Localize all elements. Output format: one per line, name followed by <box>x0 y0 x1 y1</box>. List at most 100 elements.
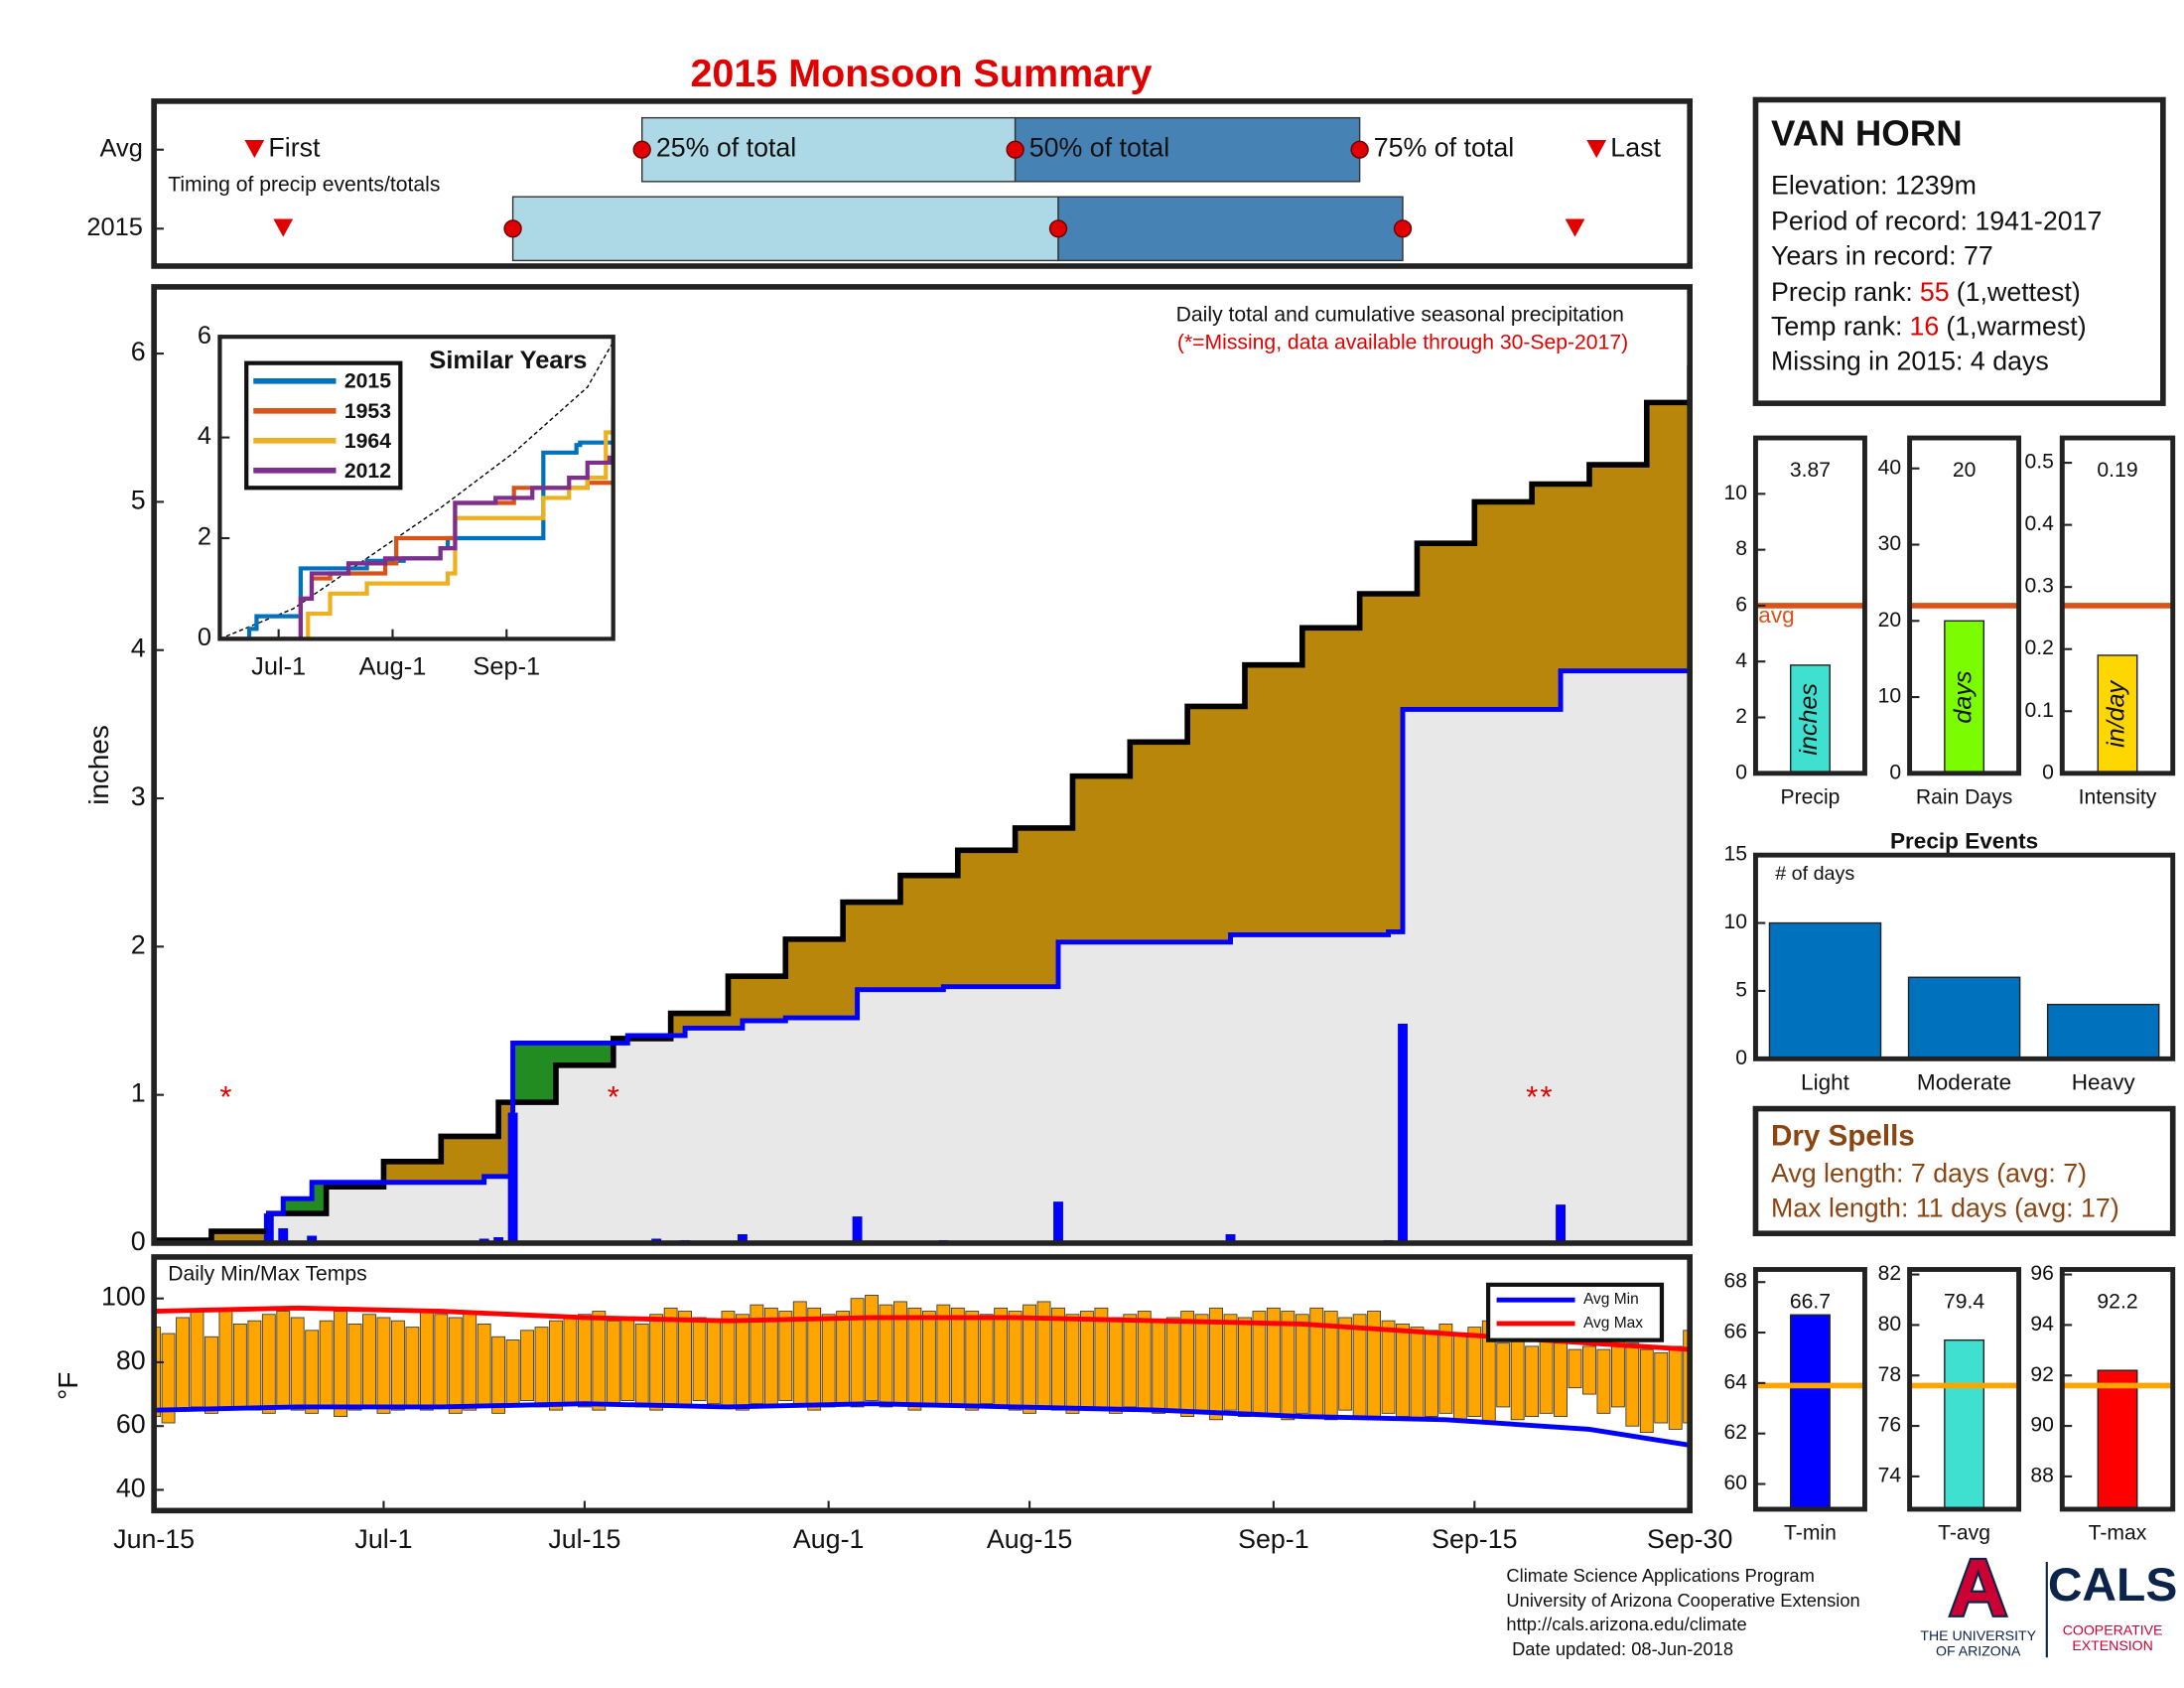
station-missing: Missing in 2015: 4 days <box>1771 347 2049 376</box>
temp-bar <box>505 1339 520 1405</box>
avg-label: avg <box>1758 603 1794 628</box>
dry-spells-line: Avg length: 7 days (avg: 7) <box>1771 1159 2087 1189</box>
temp-bar <box>247 1320 262 1411</box>
temp-bar <box>850 1298 865 1408</box>
timing-marker <box>273 218 294 237</box>
timing-marker <box>1586 139 1607 159</box>
value-label: 79.4 <box>1944 1291 1984 1314</box>
frame <box>1752 1267 1867 1512</box>
y-tick-label: 2 <box>198 523 211 551</box>
logo-unit: COOPERATIVE <box>2063 1622 2163 1638</box>
temp-bar <box>1338 1317 1353 1411</box>
temp-bar <box>319 1320 334 1408</box>
legend-label: 2015 <box>344 370 391 393</box>
timing-note: Timing of precip events/totals <box>168 174 440 197</box>
daily-bar <box>307 1235 318 1243</box>
temp-bar <box>1281 1311 1296 1421</box>
temp-bar <box>836 1311 851 1405</box>
y-tick-label: 10 <box>1723 482 1747 504</box>
temp-bar <box>1008 1311 1023 1411</box>
y-tick-label: 80 <box>116 1345 146 1375</box>
y-tick-label: 6 <box>198 322 211 350</box>
y-axis-label: °F <box>53 1372 83 1400</box>
temp-bar <box>1510 1336 1525 1421</box>
temp-bar <box>1452 1333 1467 1421</box>
bar <box>1790 1314 1831 1510</box>
y-tick-label: 2 <box>131 929 146 959</box>
bar <box>1768 921 1882 1060</box>
y-tick-label: 6 <box>1735 594 1747 617</box>
temp-bar <box>1051 1307 1065 1411</box>
temp-bar <box>1568 1348 1582 1389</box>
temp-bar <box>1381 1320 1396 1414</box>
missing-marker: * <box>219 1079 231 1114</box>
chart-title: Daily total and cumulative seasonal prec… <box>1176 304 1624 327</box>
logo-name: CALS <box>2048 1559 2177 1612</box>
temp-bar <box>491 1336 506 1414</box>
missing-marker: * <box>1541 1079 1553 1114</box>
temp-bar <box>1094 1307 1109 1411</box>
frame <box>151 1254 1693 1514</box>
temp-bar <box>232 1323 247 1408</box>
temp-bar <box>649 1314 664 1411</box>
legend-label: 1964 <box>344 430 391 453</box>
y-tick-label: 0 <box>131 1226 146 1256</box>
temp-bar <box>419 1311 434 1411</box>
y-tick-label: 90 <box>2030 1414 2054 1437</box>
bar <box>1790 664 1831 774</box>
temp-bar <box>1123 1314 1138 1408</box>
temp-bar <box>448 1317 463 1414</box>
logo-university: OF ARIZONA <box>1936 1642 2021 1658</box>
station-years: Years in record: 77 <box>1771 241 1993 271</box>
bar-label: inches <box>1795 683 1823 756</box>
temp-bar <box>1152 1320 1166 1414</box>
y-tick-label: 5 <box>1735 979 1747 1002</box>
timing-label: First <box>268 133 321 163</box>
average-line <box>154 365 1691 1243</box>
temp-bar <box>290 1317 305 1411</box>
precip-rank-value: 55 <box>1920 277 1950 307</box>
y-tick-label: 76 <box>1878 1414 1902 1437</box>
y-tick-label: 1 <box>131 1078 146 1108</box>
timing-marker <box>1565 218 1585 237</box>
frame <box>151 284 1693 1246</box>
x-axis-label: Precip <box>1780 786 1840 809</box>
series-line <box>219 407 614 639</box>
temp-bar <box>1496 1342 1511 1408</box>
average-line <box>219 341 614 639</box>
temp-bar <box>1108 1317 1123 1414</box>
temp-bar <box>190 1311 205 1408</box>
temp-bar <box>1137 1311 1152 1411</box>
temp-bar <box>606 1320 620 1405</box>
value-label: 92.2 <box>2097 1291 2137 1314</box>
temp-bar <box>1223 1314 1238 1411</box>
x-axis-label: Intensity <box>2079 786 2157 809</box>
y-tick-label: 0.3 <box>2024 575 2053 598</box>
y-tick-label: 60 <box>116 1409 146 1439</box>
temp-bar <box>1668 1345 1683 1430</box>
chart-title: Precip Events <box>1890 829 2038 854</box>
footer-line: http://cals.arizona.edu/climate <box>1506 1614 1746 1634</box>
temp-bar <box>778 1311 793 1401</box>
temp-bar <box>376 1317 391 1414</box>
temp-bar <box>1654 1351 1669 1424</box>
temp-bar <box>721 1311 736 1408</box>
y-tick-label: 78 <box>1878 1363 1902 1386</box>
temp-bar <box>1194 1314 1209 1414</box>
temp-bar <box>763 1307 778 1408</box>
temp-bar <box>477 1323 491 1408</box>
daily-bar <box>1053 1201 1063 1243</box>
temp-bar <box>520 1330 534 1401</box>
daily-bar <box>493 1236 504 1243</box>
y-tick-label: 8 <box>1735 537 1747 560</box>
y-tick-label: 6 <box>131 337 146 366</box>
temp-bar <box>921 1311 936 1408</box>
x-tick-label: Jul-1 <box>354 1524 412 1554</box>
temp-bar <box>663 1307 678 1405</box>
temp-bar <box>1525 1345 1540 1417</box>
chart-title: Daily Min/Max Temps <box>168 1263 366 1286</box>
temp-bar <box>305 1330 320 1414</box>
x-tick-label: Jul-15 <box>548 1524 620 1554</box>
temp-bar <box>1238 1317 1252 1417</box>
precip-rank-label: Precip rank: <box>1771 277 1913 307</box>
